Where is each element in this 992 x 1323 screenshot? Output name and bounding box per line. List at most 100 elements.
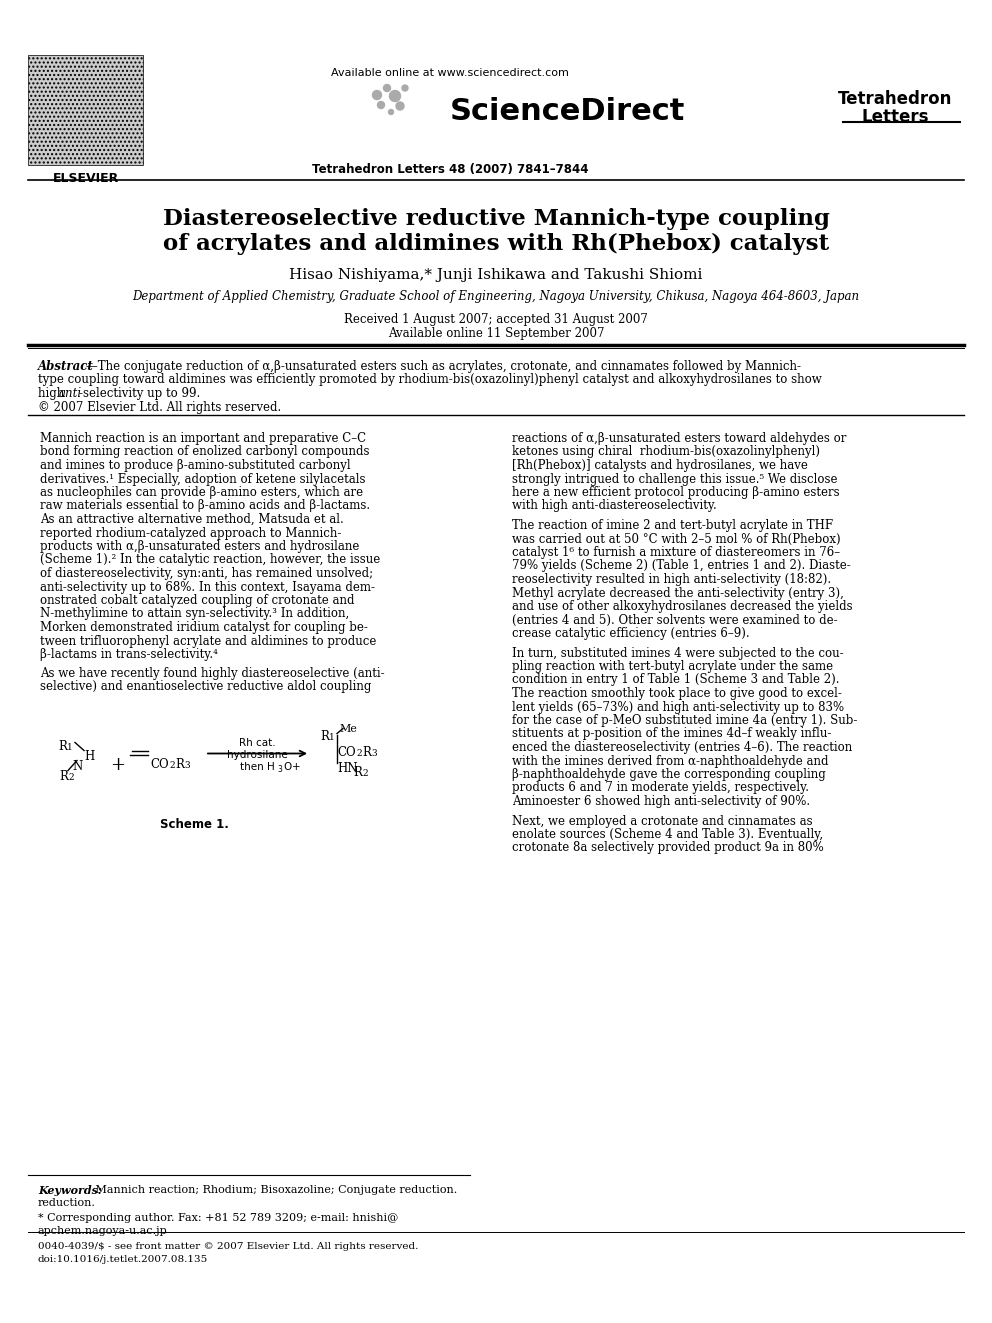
Circle shape	[389, 110, 394, 115]
Text: 3: 3	[371, 750, 377, 758]
Text: and use of other alkoxyhydrosilanes decreased the yields: and use of other alkoxyhydrosilanes decr…	[512, 601, 853, 613]
Text: As we have recently found highly diastereoselective (anti-: As we have recently found highly diaster…	[40, 667, 385, 680]
Text: R: R	[362, 746, 371, 759]
Text: 1: 1	[67, 744, 72, 753]
Text: Available online at www.sciencedirect.com: Available online at www.sciencedirect.co…	[331, 67, 569, 78]
Text: 0040-4039/$ - see front matter © 2007 Elsevier Ltd. All rights reserved.: 0040-4039/$ - see front matter © 2007 El…	[38, 1242, 419, 1252]
Text: HN: HN	[337, 762, 357, 775]
Text: enolate sources (Scheme 4 and Table 3). Eventually,: enolate sources (Scheme 4 and Table 3). …	[512, 828, 823, 841]
Text: Hisao Nishiyama,* Junji Ishikawa and Takushi Shiomi: Hisao Nishiyama,* Junji Ishikawa and Tak…	[290, 269, 702, 282]
Text: stituents at p-position of the imines 4d–f weakly influ-: stituents at p-position of the imines 4d…	[512, 728, 831, 741]
Text: condition in entry 1 of Table 1 (Scheme 3 and Table 2).: condition in entry 1 of Table 1 (Scheme …	[512, 673, 839, 687]
Text: enced the diastereoselectivity (entries 4–6). The reaction: enced the diastereoselectivity (entries …	[512, 741, 852, 754]
Text: ELSEVIER: ELSEVIER	[53, 172, 119, 185]
Text: -selectivity up to 99.: -selectivity up to 99.	[79, 388, 200, 400]
Text: of diastereoselectivity, syn:anti, has remained unsolved;: of diastereoselectivity, syn:anti, has r…	[40, 568, 373, 579]
Text: * Corresponding author. Fax: +81 52 789 3209; e-mail: hnishi@: * Corresponding author. Fax: +81 52 789 …	[38, 1213, 398, 1222]
Text: N-methylimine to attain syn-selectivity.³ In addition,: N-methylimine to attain syn-selectivity.…	[40, 607, 349, 620]
Text: R: R	[320, 730, 329, 744]
Text: lent yields (65–73%) and high anti-selectivity up to 83%: lent yields (65–73%) and high anti-selec…	[512, 700, 844, 713]
Text: +: +	[110, 757, 125, 774]
Circle shape	[373, 90, 382, 99]
Text: +: +	[292, 762, 301, 771]
Text: © 2007 Elsevier Ltd. All rights reserved.: © 2007 Elsevier Ltd. All rights reserved…	[38, 401, 282, 414]
Text: Tetrahedron: Tetrahedron	[838, 90, 952, 108]
Text: β-lactams in trans-selectivity.⁴: β-lactams in trans-selectivity.⁴	[40, 648, 218, 662]
Text: Aminoester 6 showed high anti-selectivity of 90%.: Aminoester 6 showed high anti-selectivit…	[512, 795, 810, 808]
Text: 3: 3	[278, 765, 283, 774]
Text: Letters: Letters	[861, 108, 929, 126]
Text: reactions of α,β-unsaturated esters toward aldehydes or: reactions of α,β-unsaturated esters towa…	[512, 433, 846, 445]
Text: Rh cat.: Rh cat.	[239, 738, 276, 749]
Text: derivatives.¹ Especially, adoption of ketene silylacetals: derivatives.¹ Especially, adoption of ke…	[40, 472, 365, 486]
Text: 2: 2	[362, 769, 368, 778]
Text: Scheme 1.: Scheme 1.	[160, 819, 229, 831]
Text: selective) and enantioselective reductive aldol coupling: selective) and enantioselective reductiv…	[40, 680, 371, 693]
Text: apchem.nagoya-u.ac.jp: apchem.nagoya-u.ac.jp	[38, 1226, 168, 1236]
Text: products 6 and 7 in moderate yields, respectively.: products 6 and 7 in moderate yields, res…	[512, 782, 809, 795]
Text: 3: 3	[184, 762, 189, 770]
Text: R: R	[175, 758, 184, 771]
Text: CO: CO	[337, 746, 355, 759]
Text: 2: 2	[169, 762, 175, 770]
Text: high: high	[38, 388, 68, 400]
Bar	[28, 56, 143, 165]
Text: Department of Applied Chemistry, Graduate School of Engineering, Nagoya Universi: Department of Applied Chemistry, Graduat…	[133, 290, 859, 303]
Text: for the case of p-MeO substituted imine 4a (entry 1). Sub-: for the case of p-MeO substituted imine …	[512, 714, 857, 728]
Text: Mannich reaction is an important and preparative C–C: Mannich reaction is an important and pre…	[40, 433, 366, 445]
Text: The reaction smoothly took place to give good to excel-: The reaction smoothly took place to give…	[512, 687, 842, 700]
Text: anti: anti	[59, 388, 82, 400]
Text: reduction.: reduction.	[38, 1199, 96, 1208]
Text: catalyst 1⁶ to furnish a mixture of diastereomers in 76–: catalyst 1⁶ to furnish a mixture of dias…	[512, 546, 840, 560]
Text: then H: then H	[240, 762, 275, 771]
Text: —The conjugate reduction of α,β-unsaturated esters such as acrylates, crotonate,: —The conjugate reduction of α,β-unsatura…	[86, 360, 801, 373]
Circle shape	[396, 102, 404, 110]
Text: onstrated cobalt catalyzed coupling of crotonate and: onstrated cobalt catalyzed coupling of c…	[40, 594, 354, 607]
Text: 79% yields (Scheme 2) (Table 1, entries 1 and 2). Diaste-: 79% yields (Scheme 2) (Table 1, entries …	[512, 560, 851, 573]
Text: and imines to produce β-amino-substituted carbonyl: and imines to produce β-amino-substitute…	[40, 459, 350, 472]
Text: Methyl acrylate decreased the anti-selectivity (entry 3),: Methyl acrylate decreased the anti-selec…	[512, 586, 844, 599]
Text: Received 1 August 2007; accepted 31 August 2007: Received 1 August 2007; accepted 31 Augu…	[344, 314, 648, 325]
Text: [Rh(Phebox)] catalysts and hydrosilanes, we have: [Rh(Phebox)] catalysts and hydrosilanes,…	[512, 459, 807, 472]
Text: CO: CO	[150, 758, 169, 771]
Text: Available online 11 September 2007: Available online 11 September 2007	[388, 327, 604, 340]
Text: crease catalytic efficiency (entries 6–9).: crease catalytic efficiency (entries 6–9…	[512, 627, 750, 640]
Text: 1: 1	[329, 733, 334, 742]
Text: Mannich reaction; Rhodium; Bisoxazoline; Conjugate reduction.: Mannich reaction; Rhodium; Bisoxazoline;…	[92, 1185, 457, 1195]
Circle shape	[402, 85, 408, 91]
Text: (Scheme 1).² In the catalytic reaction, however, the issue: (Scheme 1).² In the catalytic reaction, …	[40, 553, 380, 566]
Text: products with α,β-unsaturated esters and hydrosilane: products with α,β-unsaturated esters and…	[40, 540, 359, 553]
Text: pling reaction with tert-butyl acrylate under the same: pling reaction with tert-butyl acrylate …	[512, 660, 833, 673]
Text: anti-selectivity up to 68%. In this context, Isayama dem-: anti-selectivity up to 68%. In this cont…	[40, 581, 375, 594]
Text: Diastereoselective reductive Mannich-type coupling: Diastereoselective reductive Mannich-typ…	[163, 208, 829, 230]
Circle shape	[390, 90, 401, 102]
Text: was carried out at 50 °C with 2–5 mol % of Rh(Phebox): was carried out at 50 °C with 2–5 mol % …	[512, 532, 840, 545]
Text: strongly intrigued to challenge this issue.⁵ We disclose: strongly intrigued to challenge this iss…	[512, 472, 837, 486]
Text: In turn, substituted imines 4 were subjected to the cou-: In turn, substituted imines 4 were subje…	[512, 647, 843, 659]
Text: type coupling toward aldimines was efficiently promoted by rhodium-bis(oxazoliny: type coupling toward aldimines was effic…	[38, 373, 821, 386]
Text: here a new efficient protocol producing β-amino esters: here a new efficient protocol producing …	[512, 486, 839, 499]
Text: R: R	[59, 770, 67, 783]
Text: Keywords:: Keywords:	[38, 1185, 102, 1196]
Text: with the imines derived from α-naphthoaldehyde and: with the imines derived from α-naphthoal…	[512, 754, 828, 767]
Text: hydrosilane: hydrosilane	[227, 750, 288, 759]
Text: bond forming reaction of enolized carbonyl compounds: bond forming reaction of enolized carbon…	[40, 446, 369, 459]
Text: O: O	[284, 762, 292, 771]
Text: reported rhodium-catalyzed approach to Mannich-: reported rhodium-catalyzed approach to M…	[40, 527, 341, 540]
Text: as nucleophiles can provide β-amino esters, which are: as nucleophiles can provide β-amino este…	[40, 486, 363, 499]
Text: with high anti-diastereoselectivity.: with high anti-diastereoselectivity.	[512, 500, 717, 512]
Text: crotonate 8a selectively provided product 9a in 80%: crotonate 8a selectively provided produc…	[512, 841, 823, 855]
Text: (entries 4 and 5). Other solvents were examined to de-: (entries 4 and 5). Other solvents were e…	[512, 614, 837, 627]
Text: The reaction of imine 2 and tert-butyl acrylate in THF: The reaction of imine 2 and tert-butyl a…	[512, 519, 833, 532]
Circle shape	[384, 85, 391, 91]
Text: of acrylates and aldimines with Rh(Phebox) catalyst: of acrylates and aldimines with Rh(Phebo…	[163, 233, 829, 255]
Text: raw materials essential to β-amino acids and β-lactams.: raw materials essential to β-amino acids…	[40, 500, 370, 512]
Text: H: H	[84, 750, 94, 763]
Text: doi:10.1016/j.tetlet.2007.08.135: doi:10.1016/j.tetlet.2007.08.135	[38, 1256, 208, 1263]
Text: Tetrahedron Letters 48 (2007) 7841–7844: Tetrahedron Letters 48 (2007) 7841–7844	[311, 163, 588, 176]
Text: ketones using chiral  rhodium-bis(oxazolinylphenyl): ketones using chiral rhodium-bis(oxazoli…	[512, 446, 820, 459]
Text: reoselectivity resulted in high anti-selectivity (18:82).: reoselectivity resulted in high anti-sel…	[512, 573, 831, 586]
Text: Next, we employed a crotonate and cinnamates as: Next, we employed a crotonate and cinnam…	[512, 815, 812, 827]
Text: R: R	[353, 766, 362, 778]
Text: 2: 2	[356, 750, 362, 758]
